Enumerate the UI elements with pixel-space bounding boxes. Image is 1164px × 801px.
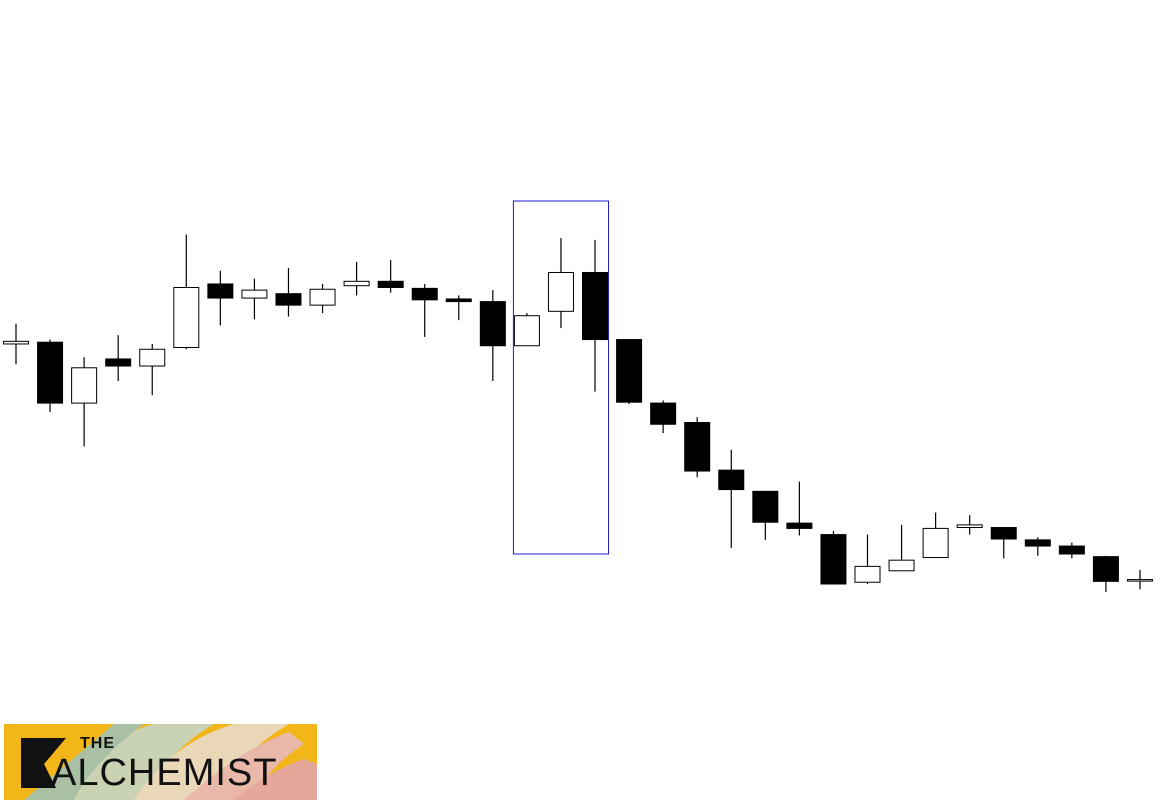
candle-body-bullish bbox=[241, 289, 268, 299]
candle-body-bullish bbox=[888, 559, 915, 572]
candle-body-bearish bbox=[37, 341, 64, 404]
candle-body-bearish bbox=[445, 298, 472, 303]
candle-body-bearish bbox=[377, 280, 404, 288]
candle-body-bearish bbox=[752, 490, 779, 523]
candle-body-bullish bbox=[71, 367, 98, 404]
logo-text-alchemist: ALCHEMIST bbox=[51, 752, 278, 794]
the-alchemist-logo: THE ALCHEMIST bbox=[4, 724, 317, 800]
candle-body-bearish bbox=[718, 469, 745, 491]
candle-body-bearish bbox=[1024, 539, 1051, 547]
candle-body-bullish bbox=[173, 286, 200, 348]
candle-body-bullish bbox=[922, 527, 949, 559]
candle-body-bullish bbox=[309, 288, 336, 306]
candle-body-bullish bbox=[139, 348, 166, 367]
candle-body-bullish bbox=[3, 340, 29, 345]
candle-body-bearish bbox=[990, 527, 1017, 540]
candle-body-bearish bbox=[207, 283, 234, 299]
candles-group bbox=[3, 234, 1153, 592]
candle-body-bearish bbox=[411, 287, 438, 301]
candle-body-bearish bbox=[105, 358, 132, 367]
candle-body-bullish bbox=[343, 280, 370, 287]
highlight-box bbox=[512, 200, 610, 555]
candle-body-bullish bbox=[956, 524, 983, 529]
candle-body-bearish bbox=[479, 301, 506, 347]
candle-body-bearish bbox=[786, 522, 813, 529]
candle-body-bearish bbox=[1092, 556, 1119, 582]
candle-body-bullish bbox=[547, 271, 574, 312]
candle-body-bullish bbox=[513, 315, 540, 347]
candle-body-bearish bbox=[820, 534, 847, 585]
candle-body-bullish bbox=[1126, 579, 1153, 582]
candle-body-bullish bbox=[854, 565, 881, 583]
logo-text-the: THE bbox=[80, 735, 115, 752]
candle-body-bearish bbox=[650, 402, 677, 425]
candle-body-bearish bbox=[582, 271, 609, 341]
candle-body-bearish bbox=[684, 422, 711, 472]
candle-body-bearish bbox=[1058, 545, 1085, 555]
candle-body-bearish bbox=[616, 339, 643, 403]
logo-mark-icon bbox=[21, 738, 66, 788]
candle-body-bearish bbox=[275, 293, 302, 306]
